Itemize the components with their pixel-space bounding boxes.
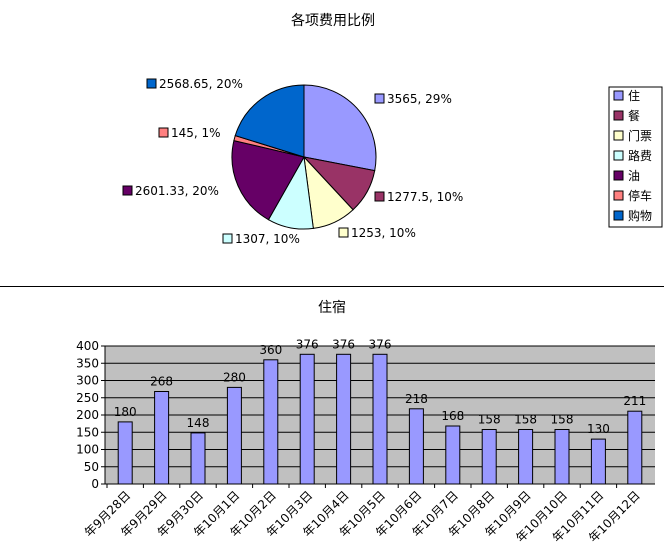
bar-value-label: 180: [114, 405, 137, 419]
legend-label: 购物: [628, 208, 652, 223]
section-divider: [0, 286, 664, 287]
pie-label-key: [338, 227, 349, 238]
pie-label-key: [222, 233, 233, 244]
bar-value-label: 376: [332, 337, 355, 351]
bar-value-label: 360: [259, 343, 282, 357]
legend-label: 门票: [628, 128, 652, 143]
bar: [627, 410, 643, 485]
bar-value-label: 130: [587, 422, 610, 436]
y-tick-label: 50: [84, 460, 99, 474]
bar-value-label: 280: [223, 370, 246, 384]
pie-label-key: [158, 127, 169, 138]
bar-value-label: 268: [150, 375, 173, 389]
bar: [408, 408, 424, 485]
pie-data-label: 3565, 29%: [387, 92, 452, 106]
y-tick-label: 200: [76, 408, 99, 422]
y-tick-label: 400: [76, 339, 99, 353]
pie-data-label: 1307, 10%: [235, 232, 300, 246]
bar: [299, 353, 315, 485]
pie-chart-title: 各项费用比例: [291, 13, 375, 29]
bar: [372, 353, 388, 485]
bar: [445, 425, 461, 485]
pie-data-label: 2568.65, 20%: [159, 77, 243, 91]
bar: [481, 429, 497, 485]
pie-data-label: 1277.5, 10%: [387, 190, 463, 204]
bar: [554, 429, 570, 485]
bar-value-label: 148: [187, 416, 210, 430]
pie-data-label: 2601.33, 20%: [135, 184, 219, 198]
bar-chart: 住宿 180 268 148 280 360 376 376 376 218 168 158 158 1…: [76, 299, 655, 545]
y-tick-label: 100: [76, 443, 99, 457]
y-tick-label: 150: [76, 425, 99, 439]
pie-label-key: [122, 185, 133, 196]
pie-label-key: [146, 78, 157, 89]
pie-chart: 各项费用比例 3565, 29% 1277.5, 10% 1253, 10% 1307…: [122, 13, 663, 246]
bar-chart-title: 住宿: [318, 299, 346, 316]
legend-swatch: [613, 130, 624, 141]
pie-label-key: [374, 93, 385, 104]
y-tick-label: 350: [76, 356, 99, 370]
bar-value-label: 158: [551, 413, 574, 427]
pie-data-label: 145, 1%: [171, 126, 221, 140]
bar-value-label: 376: [296, 337, 319, 351]
legend-swatch: [613, 110, 624, 121]
bar: [190, 432, 206, 485]
legend-label: 停车: [628, 188, 652, 203]
legend-swatch: [613, 170, 624, 181]
bar: [336, 353, 352, 485]
bar-value-label: 168: [441, 409, 464, 423]
bar-value-label: 158: [478, 413, 501, 427]
bar: [226, 386, 242, 485]
legend-label: 餐: [628, 108, 640, 123]
legend-swatch: [613, 190, 624, 201]
pie-slice-1: [303, 84, 377, 172]
legend-label: 路费: [628, 148, 652, 163]
pie-slice-5: [231, 139, 305, 221]
bar-value-label: 218: [405, 392, 428, 406]
bar: [518, 429, 534, 485]
bar: [154, 391, 170, 485]
bar: [117, 421, 133, 485]
pie-slice-7: [234, 84, 305, 158]
pie-label-key: [374, 191, 385, 202]
legend-swatch: [613, 150, 624, 161]
bar-value-label: 211: [623, 394, 646, 408]
bar: [590, 438, 606, 485]
bar-value-label: 376: [369, 337, 392, 351]
bar-value-label: 158: [514, 413, 537, 427]
legend-label: 油: [628, 169, 640, 183]
legend-label: 住: [628, 89, 640, 103]
legend-swatch: [613, 90, 624, 101]
legend-swatch: [613, 210, 624, 221]
bar: [263, 359, 279, 485]
y-tick-label: 250: [76, 391, 99, 405]
y-tick-label: 0: [91, 477, 99, 491]
pie-data-label: 1253, 10%: [351, 226, 416, 240]
pie-legend-box: [608, 86, 663, 228]
y-tick-label: 300: [76, 374, 99, 388]
